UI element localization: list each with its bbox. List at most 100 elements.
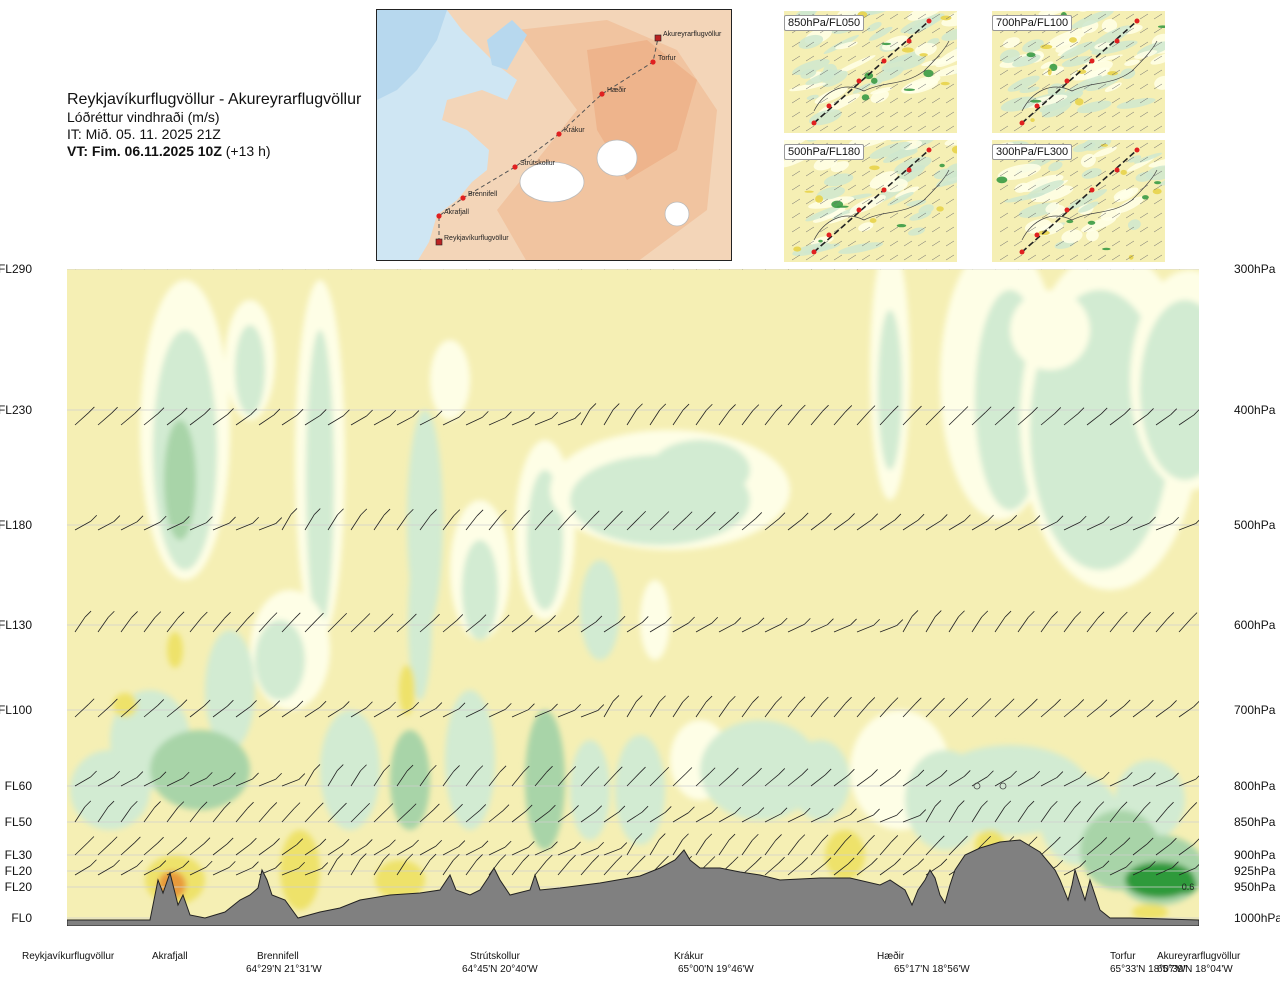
wind-barb (74, 836, 95, 856)
wind-barb (396, 853, 414, 876)
wind-barb (350, 613, 371, 633)
wind-barb (327, 409, 350, 426)
wind-barb (879, 513, 902, 531)
wind-barb (603, 695, 620, 718)
wind-barb (626, 616, 649, 633)
route-point-marker (436, 213, 442, 219)
wind-barb (948, 835, 968, 856)
calm-wind-marker (999, 782, 1007, 790)
wind-barb (465, 854, 483, 876)
wind-barb (120, 515, 144, 531)
wind-barb (534, 615, 556, 633)
wind-barb (98, 269, 99, 270)
wind-barb (1132, 861, 1156, 876)
wind-barb (534, 841, 558, 856)
wind-barb (534, 703, 558, 718)
wind-barb (442, 803, 463, 823)
wind-barb (994, 770, 1017, 787)
wind-barb (787, 696, 806, 718)
waypoint-coordinate: 65°33'N 18°07'W (1110, 964, 1186, 975)
right-axis-label: 600hPa (1234, 618, 1276, 632)
route-point-label: Brennifell (468, 191, 498, 198)
wind-barb (580, 766, 600, 787)
wind-barb (144, 269, 145, 270)
wind-barb (143, 801, 161, 823)
wind-barb (166, 699, 188, 718)
contour-value-label: 0.6 (1182, 882, 1195, 892)
contour-blob (150, 730, 250, 810)
wind-barb (902, 809, 927, 823)
wind-barb (189, 772, 213, 787)
wind-barb (902, 858, 925, 876)
wind-barb (465, 411, 489, 426)
wind-barb (971, 514, 994, 531)
wind-barb (764, 617, 788, 633)
wind-barb (1178, 838, 1199, 856)
wind-barb (327, 764, 344, 787)
wind-barb (1063, 771, 1087, 787)
wind-barb (925, 835, 945, 856)
wind-barb (373, 613, 394, 633)
wind-barb (1063, 699, 1085, 718)
wind-barb (97, 698, 118, 718)
wind-barb (810, 808, 834, 823)
route-point-marker (460, 195, 466, 201)
wind-barb (695, 806, 718, 823)
mini-map-300: 300hPa/FL300 (992, 140, 1165, 262)
wind-barb (304, 862, 329, 876)
wind-barb (420, 269, 421, 270)
wind-barb (212, 408, 234, 426)
left-axis-label: FL100 (0, 703, 32, 717)
wind-barb (1086, 771, 1110, 787)
wind-barb (258, 772, 282, 787)
wind-barb (143, 611, 162, 633)
wind-barb (626, 766, 646, 787)
wind-barb (695, 767, 716, 787)
wind-barb (833, 834, 852, 856)
wind-barb (327, 508, 344, 531)
wind-barb (603, 615, 626, 633)
wind-barb (189, 516, 213, 531)
wind-barb (166, 837, 188, 856)
wind-barb (419, 702, 443, 718)
left-axis-label: FL130 (0, 618, 32, 632)
wind-barb (304, 409, 327, 426)
wind-barb (74, 859, 97, 876)
wind-barb (650, 269, 651, 270)
wind-barb (856, 834, 875, 856)
wind-barb (281, 700, 304, 718)
waypoint-name: Akrafjall (152, 951, 188, 962)
wind-barb (97, 406, 118, 426)
wind-barb (1086, 860, 1110, 876)
wind-barb (672, 511, 693, 531)
wind-barb (1086, 516, 1110, 531)
wind-barb (258, 517, 283, 531)
wind-barb (419, 839, 443, 856)
right-axis-label: 700hPa (1234, 703, 1276, 717)
contour-blob (640, 580, 670, 660)
wind-barb (143, 699, 165, 718)
wind-barb (97, 836, 118, 856)
wind-barb (1086, 837, 1108, 856)
wind-barb (166, 801, 185, 823)
wind-barb (994, 514, 1018, 531)
contour-blob (570, 740, 610, 840)
wind-barb (166, 611, 185, 633)
wind-barb (1132, 837, 1154, 856)
wind-barb (787, 807, 811, 823)
wind-barb (856, 405, 876, 426)
wind-barb (235, 612, 255, 633)
wind-barb (419, 509, 437, 531)
wind-barb (603, 855, 623, 876)
wind-barb (120, 407, 142, 426)
wind-barb (879, 769, 902, 787)
wind-barb (328, 269, 329, 270)
wind-barb (764, 856, 785, 876)
wind-barb (787, 834, 806, 856)
wind-barb (143, 515, 167, 531)
wind-barb (143, 407, 165, 426)
wind-barb (373, 853, 390, 876)
wind-barb (1109, 407, 1131, 426)
wind-barb (1155, 772, 1179, 787)
wind-barb (212, 699, 234, 718)
